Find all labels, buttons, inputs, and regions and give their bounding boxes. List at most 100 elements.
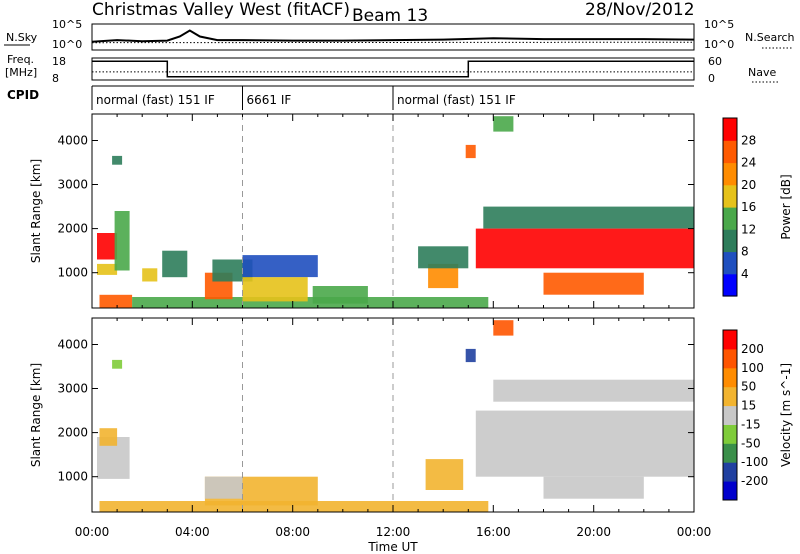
beam-label: Beam 13	[352, 6, 428, 26]
velocity-colorbar-tick-label: 50	[741, 380, 756, 394]
power-region	[97, 233, 118, 260]
noise-right-tick-bottom: 10^0	[704, 38, 734, 51]
velocity-ytick-label: 2000	[57, 426, 88, 440]
velocity-colorbar-tick-label: 100	[741, 361, 764, 375]
time-tick-label: 12:00	[376, 525, 411, 539]
velocity-region	[99, 501, 489, 512]
power-colorbar: 4 8 12 16 20 24 28 Power [dB]	[722, 117, 793, 297]
velocity-colorbar-swatch	[723, 462, 737, 482]
cpid-segment-label: normal (fast) 151 IF	[96, 93, 215, 107]
freq-label-line1: Freq.	[7, 53, 34, 66]
freq-right-tick-top: 60	[708, 55, 722, 68]
velocity-ylabel: Slant Range [km]	[29, 363, 43, 467]
x-axis-label: Time UT	[367, 540, 418, 554]
velocity-colorbar-tick-label: 200	[741, 342, 764, 356]
velocity-colorbar-label: Velocity [m s^-1]	[779, 363, 793, 467]
velocity-region	[465, 348, 476, 363]
power-region	[493, 116, 514, 132]
time-tick-label: 00:00	[75, 525, 110, 539]
freq-right-tick-bottom: 0	[708, 72, 715, 85]
velocity-colorbar-swatch	[723, 330, 737, 350]
velocity-colorbar-swatch	[723, 348, 737, 369]
velocity-region	[543, 476, 644, 499]
power-colorbar-tick-label: 12	[741, 222, 756, 236]
power-colorbar-swatch	[723, 207, 737, 230]
power-region	[142, 268, 158, 282]
power-colorbar-swatch	[723, 140, 737, 164]
velocity-colorbar-tick-label: -15	[741, 417, 761, 431]
noise-left-label: N.Sky	[6, 31, 38, 44]
time-tick-label: 00:00	[677, 525, 712, 539]
power-region	[114, 211, 130, 271]
power-colorbar-swatch	[723, 162, 737, 186]
cpid-label: CPID	[7, 88, 39, 102]
noise-left-tick-top: 10^5	[52, 18, 82, 31]
power-ytick-label: 3000	[57, 178, 88, 192]
velocity-region	[425, 459, 464, 490]
power-region	[242, 277, 308, 302]
power-region	[112, 155, 123, 165]
power-colorbar-tick-label: 4	[741, 267, 749, 281]
power-region	[99, 294, 133, 308]
power-region	[242, 255, 318, 278]
freq-left-tick-top: 18	[52, 55, 66, 68]
velocity-colorbar-frame	[722, 329, 738, 501]
frequency-series-group	[92, 60, 694, 78]
velocity-colorbar-swatch	[723, 367, 737, 388]
power-ytick-label: 4000	[57, 134, 88, 148]
velocity-colorbar-tick-label: 15	[741, 399, 756, 413]
power-ylabel: Slant Range [km]	[29, 159, 43, 263]
noise-right-tick-top: 10^5	[704, 18, 734, 31]
power-region	[132, 297, 489, 308]
velocity-colorbar-tick-label: -100	[741, 455, 768, 469]
velocity-region	[475, 410, 694, 477]
cpid-bar: normal (fast) 151 IF 6661 IF normal (fast)…	[91, 85, 694, 110]
power-colorbar-frame	[722, 117, 738, 297]
power-colorbar-tick-label: 20	[741, 178, 756, 192]
velocity-panel: 1000 2000 3000 4000 Slant Range [km]	[29, 317, 695, 513]
velocity-ytick-label: 4000	[57, 338, 88, 352]
power-ytick-label: 2000	[57, 222, 88, 236]
power-colorbar-swatch	[723, 118, 737, 141]
noise-left-tick-bottom: 10^0	[52, 38, 82, 51]
velocity-colorbar-swatch	[723, 481, 737, 501]
noise-series-1	[91, 41, 695, 44]
freq-series-0	[92, 60, 694, 78]
power-region	[483, 206, 694, 229]
power-region	[162, 250, 188, 278]
power-region	[543, 272, 644, 295]
power-colorbar-tick-label: 24	[741, 156, 756, 170]
power-colorbar-tick-label: 8	[741, 245, 749, 259]
power-region	[312, 286, 368, 304]
velocity-region	[493, 320, 514, 336]
time-tick-label: 20:00	[576, 525, 611, 539]
velocity-colorbar-swatch	[723, 424, 737, 444]
velocity-ytick-label: 1000	[57, 470, 88, 484]
noise-series-0	[91, 29, 695, 43]
time-tick-label: 16:00	[476, 525, 511, 539]
velocity-colorbar-swatch	[723, 386, 737, 407]
nave-label: Nave	[748, 66, 776, 79]
figure-title: Christmas Valley West (fitACF)	[92, 0, 350, 20]
noise-series-group	[91, 29, 695, 44]
freq-left-tick-bottom: 8	[52, 72, 59, 85]
frequency-panel-frame	[91, 57, 695, 81]
power-colorbar-label: Power [dB]	[779, 174, 793, 239]
velocity-region	[493, 379, 694, 402]
cpid-segment-label: normal (fast) 151 IF	[397, 93, 516, 107]
power-colorbar-swatch	[723, 229, 737, 253]
velocity-colorbar-tick-label: -50	[741, 436, 761, 450]
power-region	[475, 228, 694, 269]
velocity-region	[204, 476, 243, 499]
noise-right-label: N.Search	[745, 31, 795, 44]
power-panel: 1000 2000 3000 4000 Slant Range [km]	[29, 113, 695, 309]
power-region	[418, 246, 469, 269]
power-region	[212, 259, 253, 282]
power-colorbar-swatch	[723, 184, 737, 208]
cpid-segment-label: 6661 IF	[247, 93, 292, 107]
velocity-colorbar-tick-label: -200	[741, 474, 768, 488]
velocity-colorbar: 200 100 50 15 -15 -50 -100 -200 Velocity [m s^-1…	[722, 329, 793, 501]
velocity-colorbar-swatch	[723, 405, 737, 425]
time-tick-label: 08:00	[275, 525, 310, 539]
